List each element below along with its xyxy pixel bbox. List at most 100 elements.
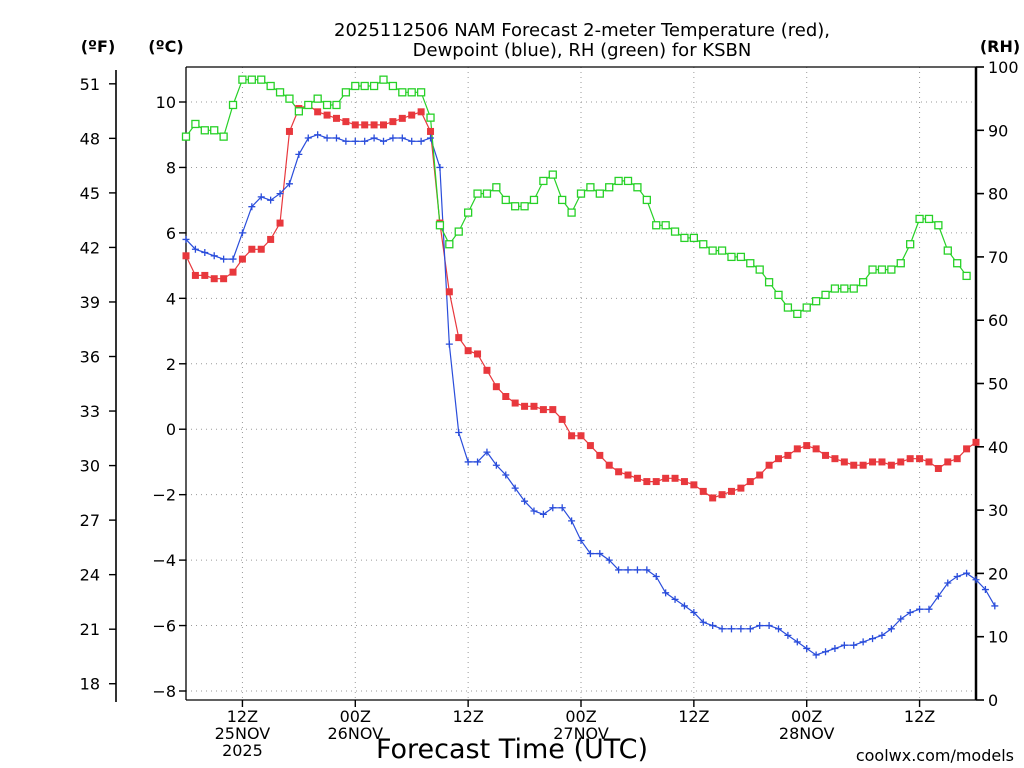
rh-point	[228, 100, 238, 110]
temperature-point	[276, 219, 284, 227]
temperature-point	[342, 118, 350, 126]
rh-point	[219, 132, 228, 141]
temperature-point	[191, 271, 199, 279]
rh-point	[304, 100, 313, 110]
fahrenheit-tick-label: 33	[80, 402, 100, 421]
dewpoint-point	[257, 193, 265, 201]
dewpoint-point	[530, 507, 538, 515]
dewpoint-point	[981, 586, 989, 594]
rh-point	[670, 227, 680, 236]
dewpoint-point	[370, 134, 378, 142]
temperature-point	[220, 275, 228, 283]
temperature-point	[492, 383, 500, 391]
rh-point	[802, 303, 811, 312]
dewpoint-point	[765, 622, 773, 630]
x-tick-label: 26NOV	[327, 724, 383, 743]
temperature-point	[652, 478, 660, 486]
temperature-point	[389, 118, 397, 126]
dewpoint-point	[878, 631, 886, 639]
temperature-point	[445, 288, 453, 296]
dewpoint-point	[436, 163, 444, 171]
temperature-point	[831, 455, 839, 463]
rh-point	[576, 189, 586, 198]
dewpoint-point	[972, 576, 980, 584]
temperature-point	[916, 455, 924, 463]
rh-point	[896, 259, 905, 268]
dewpoint-point	[953, 572, 961, 580]
dewpoint-point	[850, 641, 858, 649]
rh-point	[830, 284, 840, 293]
temperature-point	[869, 458, 877, 466]
rh-tick-label: 10	[988, 628, 1008, 647]
dewpoint-point	[295, 150, 303, 158]
temperature-point	[643, 478, 651, 486]
temperature-point	[314, 108, 322, 116]
rh-point	[840, 284, 849, 293]
rh-point	[426, 113, 435, 122]
rh-point	[332, 100, 341, 110]
dewpoint-point	[859, 638, 867, 646]
temperature-point	[934, 464, 942, 472]
temperature-point	[718, 491, 726, 499]
dewpoint-point	[756, 622, 764, 630]
dewpoint-point	[822, 648, 830, 656]
dewpoint-point	[323, 134, 331, 142]
rh-point	[934, 221, 943, 230]
temperature-point	[746, 478, 754, 486]
rh-point	[680, 233, 689, 243]
temperature-point	[502, 393, 510, 400]
rh-point	[445, 240, 454, 249]
rh-point	[285, 94, 294, 103]
dewpoint-point	[191, 245, 199, 253]
rh-point	[755, 265, 764, 274]
temperature-point	[267, 235, 275, 243]
rh-tick-label: 0	[988, 691, 998, 710]
x-tick-label: 00Z	[340, 707, 371, 726]
dewpoint-point	[285, 180, 293, 188]
temperature-point	[549, 406, 557, 414]
temperature-point	[257, 245, 265, 253]
dewpoint-point	[727, 625, 735, 633]
temperature-point	[248, 245, 256, 253]
rh-point	[322, 100, 332, 110]
dewpoint-point	[699, 618, 707, 626]
temperature-point	[370, 121, 378, 129]
dewpoint-point	[492, 461, 500, 469]
x-tick-label: 25NOV	[215, 724, 271, 743]
rh-point	[247, 75, 256, 84]
fahrenheit-tick-label: 51	[80, 75, 100, 94]
rh-point	[567, 208, 576, 217]
temperature-point	[624, 471, 632, 479]
fahrenheit-tick-label: 30	[80, 457, 100, 476]
fahrenheit-tick-label: 27	[80, 511, 100, 530]
rh-point	[811, 297, 821, 306]
dewpoint-point	[210, 252, 218, 260]
temperature-point	[887, 461, 895, 469]
temperature-point	[511, 399, 519, 407]
rh-line	[185, 78, 968, 315]
x-tick-label: 00Z	[565, 707, 596, 726]
dewpoint-point	[220, 255, 228, 263]
dewpoint-point	[840, 641, 848, 649]
dewpoint-point	[361, 137, 369, 145]
rh-point	[652, 221, 661, 230]
dewpoint-point	[633, 566, 641, 574]
temperature-point	[737, 484, 745, 492]
dewpoint-point	[182, 235, 190, 243]
dewpoint-point	[925, 605, 933, 613]
temperature-point	[455, 334, 463, 342]
rh-point	[369, 81, 379, 91]
dewpoint-point	[793, 638, 801, 646]
temperature-point	[680, 478, 688, 486]
fahrenheit-unit-label: (ºF)	[81, 37, 116, 56]
dewpoint-point	[351, 137, 359, 145]
rh-point	[416, 88, 426, 97]
rh-point	[529, 195, 539, 205]
dewpoint-point	[380, 137, 387, 145]
rh-tick-label: 40	[988, 438, 1008, 457]
x-tick-label: 00Z	[791, 707, 822, 726]
celsius-tick-label: 8	[166, 158, 176, 177]
fahrenheit-tick-label: 24	[80, 566, 100, 585]
dewpoint-point	[229, 255, 237, 263]
rh-point	[435, 221, 445, 230]
